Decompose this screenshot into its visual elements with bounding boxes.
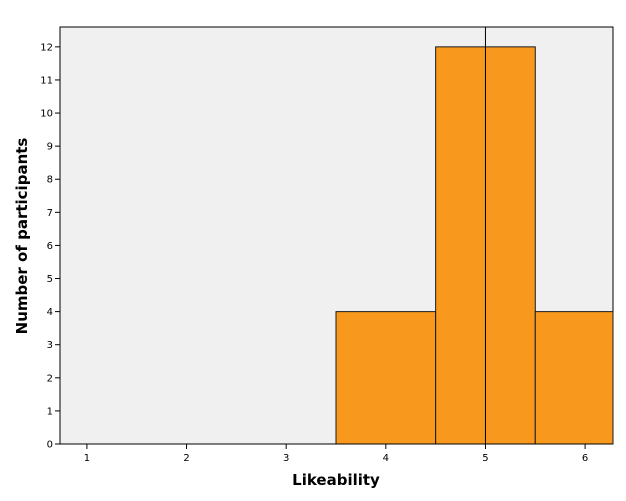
y-tick-label: 6	[47, 241, 53, 252]
y-tick-label: 2	[47, 373, 53, 384]
x-tick-label: 2	[183, 453, 189, 464]
y-tick-label: 0	[47, 440, 53, 451]
x-tick-label: 4	[383, 453, 389, 464]
x-tick-label: 6	[582, 453, 588, 464]
y-tick-label: 8	[47, 175, 53, 186]
y-tick-label: 9	[47, 142, 53, 153]
x-tick-label: 5	[482, 453, 488, 464]
y-tick-label: 4	[47, 307, 53, 318]
y-tick-label: 5	[47, 274, 53, 285]
x-axis-title: Likeability	[292, 471, 380, 489]
x-tick-label: 3	[283, 453, 289, 464]
y-tick-label: 3	[47, 340, 53, 351]
x-axis: 1 2 3 4 5 6	[60, 443, 613, 464]
x-tick-label: 1	[84, 453, 90, 464]
y-tick-label: 10	[40, 109, 53, 120]
y-tick-label: 1	[47, 406, 53, 417]
y-tick-label: 11	[40, 75, 53, 86]
histogram-bar	[534, 311, 614, 445]
histogram-bar	[335, 311, 437, 445]
y-tick-label: 7	[47, 208, 53, 219]
y-axis-title: Number of participants	[13, 138, 31, 335]
y-tick-label: 12	[40, 42, 53, 53]
